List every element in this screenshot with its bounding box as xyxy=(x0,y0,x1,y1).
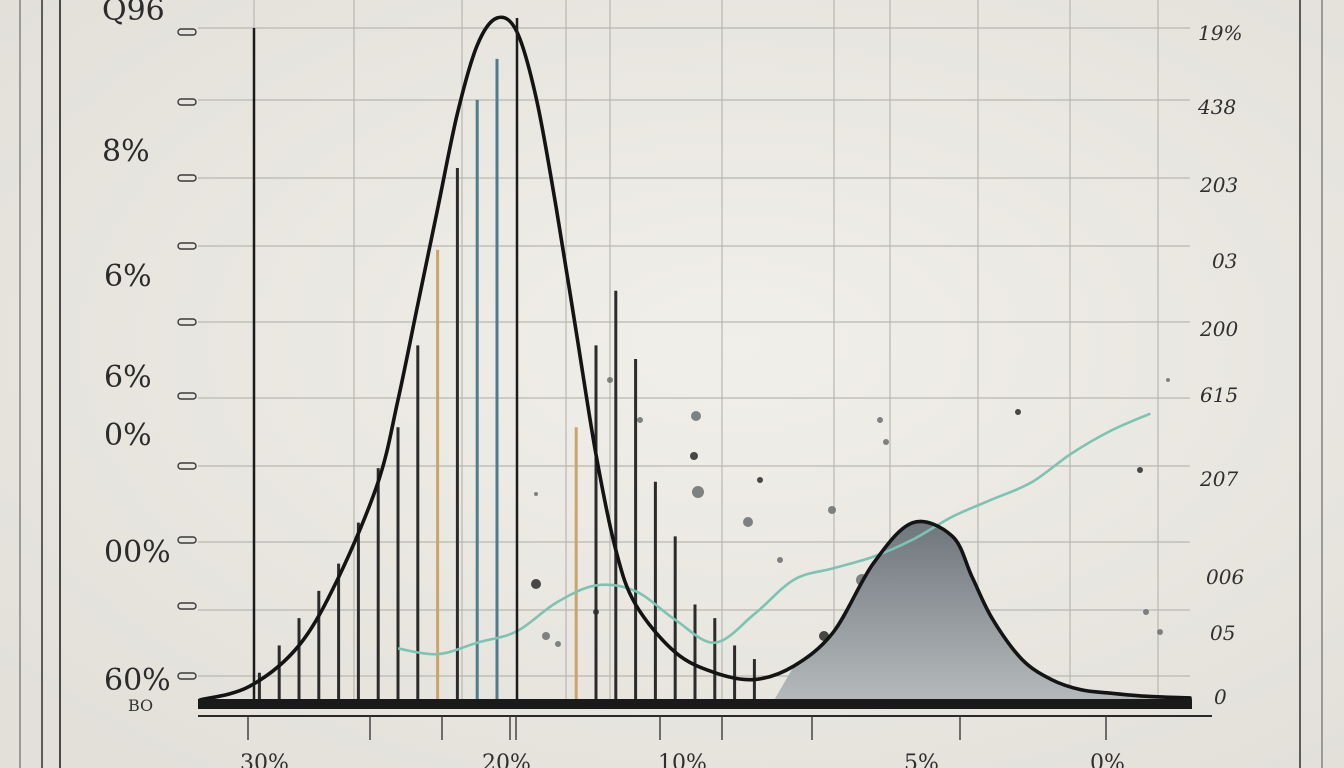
left-tick-label-4: 6% xyxy=(104,360,152,395)
right-tick-label-7: 207 xyxy=(1199,467,1238,491)
left-tick-dash-1 xyxy=(177,28,197,36)
bottom-axis-labels: 30% 20% 10% 5% 0% xyxy=(240,751,1125,768)
scatter-dot-14 xyxy=(877,417,883,423)
scatter-dot-20 xyxy=(1166,378,1170,382)
x-axis-baseline xyxy=(198,699,1192,709)
left-tick-label-5: 0% xyxy=(104,418,152,453)
right-tick-label-10: 0 xyxy=(1214,685,1227,709)
left-tick-dash-5 xyxy=(177,318,197,326)
scatter-dot-9 xyxy=(743,517,753,527)
scatter-dot-16 xyxy=(1015,409,1021,415)
scatter-dot-22 xyxy=(757,477,763,483)
left-tick-dash-10 xyxy=(177,672,197,680)
scatter-dot-17 xyxy=(1143,609,1149,615)
left-tick-label-3: 6% xyxy=(104,259,152,294)
bottom-tick-label-2: 20% xyxy=(482,751,531,768)
bottom-tick-label-3: 10% xyxy=(658,751,707,768)
bars xyxy=(257,58,756,700)
right-tick-label-6: 615 xyxy=(1200,383,1238,407)
trend-line xyxy=(397,412,1151,656)
right-tick-label-3: 203 xyxy=(1199,173,1238,197)
left-tick-dash-4 xyxy=(177,242,197,250)
bottom-tick-label-4: 5% xyxy=(904,751,939,768)
right-tick-label-8: 006 xyxy=(1206,565,1244,589)
left-tick-dash-3 xyxy=(177,174,197,182)
bottom-tick-label-1: 30% xyxy=(240,751,289,768)
scatter-dot-8 xyxy=(692,486,704,498)
left-tick-label-1: Q96 xyxy=(102,0,165,28)
left-tick-dash-7 xyxy=(177,462,197,470)
scatter-dot-18 xyxy=(1157,629,1163,635)
left-tick-dash-2 xyxy=(177,98,197,106)
right-tick-label-4: 03 xyxy=(1212,249,1237,273)
bottom-tick-label-5: 0% xyxy=(1090,751,1125,768)
scatter-dot-19 xyxy=(1137,467,1143,473)
right-tick-label-2: 438 xyxy=(1197,95,1236,119)
left-tick-dash-9 xyxy=(177,602,197,610)
scatter-dot-5 xyxy=(607,377,613,383)
scatter-dot-11 xyxy=(828,506,836,514)
shaded-area xyxy=(774,521,1190,700)
scatter-dot-7 xyxy=(690,452,698,460)
scatter-dot-2 xyxy=(542,632,550,640)
bottom-tick-marks xyxy=(247,716,1107,740)
right-axis-labels: 19% 438 203 03 200 615 207 006 05 0 xyxy=(1197,21,1244,709)
right-tick-label-9: 05 xyxy=(1210,621,1235,645)
scatter-dot-15 xyxy=(883,439,889,445)
left-tick-dash-8 xyxy=(177,536,197,544)
left-tick-dash-6 xyxy=(177,392,197,400)
left-tick-label-extra: BO xyxy=(128,696,153,715)
scatter-dot-21 xyxy=(637,417,643,423)
left-tick-dashes xyxy=(177,28,197,680)
right-tick-label-5: 200 xyxy=(1199,317,1238,341)
scatter-dot-6 xyxy=(691,411,701,421)
right-tick-label-1: 19% xyxy=(1198,21,1242,45)
left-tick-label-6: 00% xyxy=(104,535,171,570)
scatter-dot-24 xyxy=(777,557,783,563)
scatter-dot-1 xyxy=(531,579,541,589)
bell-curve xyxy=(198,15,1192,702)
scatter-dot-23 xyxy=(534,492,538,496)
left-axis-labels: Q96 8% 6% 6% 0% 00% 60% BO xyxy=(102,0,171,715)
left-tick-label-2: 8% xyxy=(102,134,150,169)
left-tick-label-7: 60% xyxy=(104,663,171,698)
scatter-dot-3 xyxy=(555,641,561,647)
